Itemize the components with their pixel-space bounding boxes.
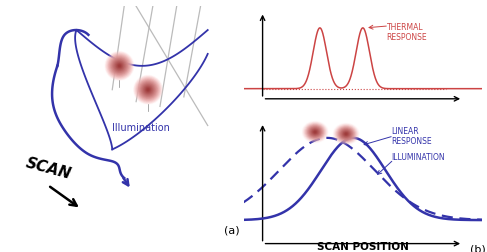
Circle shape — [141, 83, 155, 98]
Text: SCAN POSITION: SCAN POSITION — [317, 241, 409, 251]
Circle shape — [314, 131, 317, 134]
Circle shape — [107, 54, 132, 79]
Circle shape — [106, 53, 133, 80]
Circle shape — [119, 66, 120, 67]
Circle shape — [306, 125, 324, 140]
Circle shape — [110, 57, 130, 77]
Circle shape — [303, 122, 327, 142]
Circle shape — [146, 88, 150, 92]
Circle shape — [333, 124, 359, 145]
Circle shape — [307, 126, 323, 139]
Circle shape — [111, 58, 128, 75]
Circle shape — [143, 85, 153, 95]
Circle shape — [137, 80, 159, 101]
Circle shape — [109, 56, 130, 77]
Circle shape — [340, 130, 352, 139]
Circle shape — [337, 127, 355, 142]
Circle shape — [311, 129, 319, 136]
Circle shape — [314, 132, 316, 133]
Circle shape — [112, 59, 127, 74]
Text: LINEAR
RESPONSE: LINEAR RESPONSE — [392, 127, 432, 146]
Circle shape — [305, 124, 325, 141]
Circle shape — [145, 87, 151, 94]
Text: (b): (b) — [470, 244, 486, 252]
Circle shape — [116, 63, 123, 70]
Circle shape — [308, 127, 322, 139]
Circle shape — [140, 82, 156, 98]
Circle shape — [135, 78, 161, 103]
Circle shape — [117, 65, 122, 69]
Circle shape — [336, 126, 357, 143]
Circle shape — [304, 124, 326, 141]
Circle shape — [310, 129, 320, 137]
Circle shape — [118, 65, 121, 68]
Circle shape — [107, 54, 131, 79]
Circle shape — [134, 77, 162, 104]
Circle shape — [341, 130, 351, 138]
Circle shape — [136, 78, 160, 103]
Circle shape — [339, 128, 354, 140]
Circle shape — [342, 131, 350, 138]
Circle shape — [105, 52, 134, 81]
Circle shape — [134, 76, 162, 105]
Circle shape — [113, 60, 126, 73]
Circle shape — [115, 62, 124, 71]
Circle shape — [334, 124, 358, 144]
Circle shape — [344, 133, 348, 136]
Circle shape — [303, 123, 327, 142]
Text: (a): (a) — [225, 225, 240, 235]
Circle shape — [142, 84, 154, 97]
Circle shape — [344, 132, 349, 136]
Circle shape — [112, 59, 127, 74]
Circle shape — [136, 79, 160, 102]
Text: SCAN: SCAN — [24, 155, 73, 181]
Circle shape — [148, 90, 149, 91]
Text: Illumination: Illumination — [112, 123, 170, 133]
Circle shape — [339, 129, 353, 140]
Circle shape — [335, 125, 357, 144]
Circle shape — [139, 81, 157, 100]
Text: THERMAL
RESPONSE: THERMAL RESPONSE — [387, 23, 427, 42]
Circle shape — [336, 126, 356, 142]
Circle shape — [309, 128, 321, 137]
Circle shape — [142, 85, 154, 96]
Circle shape — [309, 127, 321, 138]
Circle shape — [138, 80, 158, 100]
Circle shape — [144, 86, 152, 94]
Circle shape — [313, 131, 318, 135]
Circle shape — [338, 128, 355, 141]
Circle shape — [145, 87, 151, 93]
Circle shape — [113, 61, 125, 72]
Circle shape — [343, 132, 349, 137]
Circle shape — [108, 55, 131, 78]
Circle shape — [147, 89, 150, 92]
Circle shape — [312, 130, 318, 135]
Circle shape — [302, 122, 328, 143]
Circle shape — [345, 134, 347, 135]
Circle shape — [114, 61, 124, 72]
Circle shape — [116, 64, 122, 70]
Text: ILLUMINATION: ILLUMINATION — [392, 152, 445, 161]
Circle shape — [110, 57, 129, 76]
Circle shape — [139, 82, 157, 99]
